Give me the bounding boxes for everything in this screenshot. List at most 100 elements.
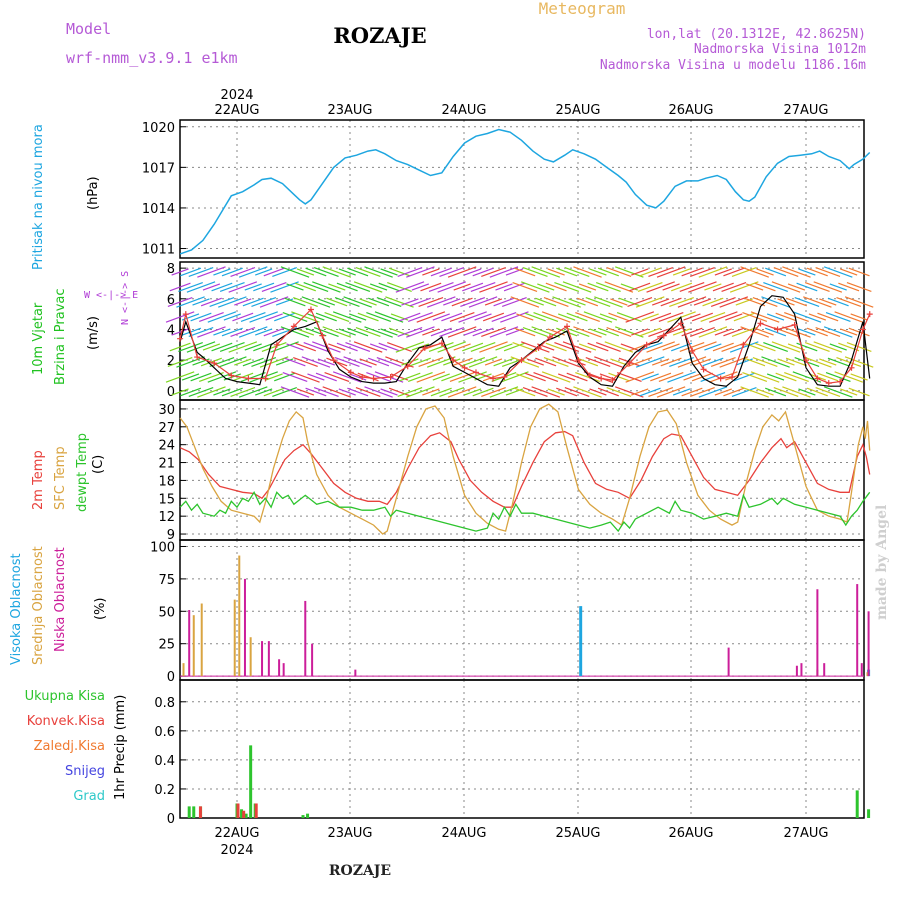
wind-arrow (547, 388, 565, 396)
wind-arrow (594, 356, 623, 368)
wind-arrow (397, 326, 423, 338)
wind-arrow (219, 341, 245, 353)
wind-arrow (731, 266, 757, 278)
wind-arrow (578, 283, 597, 291)
wind-arrow (437, 281, 467, 293)
wind-arrow (234, 298, 252, 306)
wind-arrow (221, 387, 243, 397)
wind-arrow (573, 326, 602, 338)
wind-arrow (729, 341, 759, 353)
wind-arrow (798, 268, 816, 276)
wind-arrow (721, 281, 747, 293)
wind-gust-marker (609, 377, 616, 384)
wind-arrow (531, 266, 561, 278)
wind-gust-marker (643, 341, 650, 348)
y-tick-label: 75 (158, 573, 175, 588)
wind-arrow (765, 267, 787, 277)
wind-arrow (596, 281, 621, 293)
wind-arrow (303, 281, 329, 293)
cloud-bar-1 (579, 606, 583, 677)
wind-arrow (752, 356, 778, 368)
wind-arrow (484, 298, 503, 306)
wind-arrow (416, 371, 446, 383)
wind-arrow (792, 371, 822, 383)
wind-arrow (815, 386, 841, 398)
wind-arrow (192, 298, 210, 306)
wind-arrow (380, 388, 398, 396)
wind-arrow (453, 283, 471, 291)
wind-arrow (662, 283, 680, 291)
y-tick-label: 25 (158, 638, 175, 653)
wind-arrow (326, 297, 348, 307)
wind-arrow (629, 282, 651, 292)
meteogram-title: Meteogram (539, 0, 626, 18)
wind-arrow (646, 341, 675, 353)
wind-arrow (679, 281, 705, 293)
wind-arrow (462, 282, 484, 292)
wind-arrow (328, 283, 346, 291)
wind-arrow (648, 266, 674, 278)
wind-arrow (627, 356, 653, 368)
day-label-top: 22AUG (214, 103, 259, 118)
wind-arrow (353, 281, 383, 293)
wind-arrow (190, 312, 212, 322)
wind-arrow (589, 328, 607, 336)
wind-gust-marker (450, 357, 457, 364)
wind-arrow (422, 388, 440, 396)
wind-arrow (514, 387, 536, 397)
precip-bar-1 (306, 813, 310, 818)
wind-arrow (349, 313, 367, 321)
wind-arrow (794, 296, 820, 308)
model-elevation-label: Nadmorska Visina u modelu 1186.16m (600, 58, 866, 73)
wind-arrow (606, 386, 632, 398)
wind-arrow (397, 386, 423, 398)
y-tick-label: 0.6 (154, 725, 175, 740)
wind-speed-line (179, 295, 871, 387)
wind-gust-marker (825, 380, 832, 387)
wind-arrow (190, 372, 212, 382)
wind-arrow (648, 386, 674, 398)
wind-arrow (336, 282, 358, 292)
wind-arrow (359, 298, 377, 306)
wind-gust-marker (387, 374, 394, 380)
wind-arrow (660, 357, 682, 367)
wind-arrow (387, 281, 412, 293)
wind-arrow (489, 266, 519, 278)
wind-arrow (704, 343, 722, 351)
temp-line-3 (179, 490, 871, 533)
wind-arrow (345, 341, 371, 353)
wind-arrow (690, 266, 715, 278)
wind-arrow (332, 311, 362, 323)
wind-arrow (369, 283, 388, 291)
wind-arrow (641, 373, 659, 381)
wind-arrow (541, 371, 571, 383)
cloud-bar-3 (267, 641, 270, 677)
wind-arrow (785, 297, 808, 307)
day-label-top: 23AUG (327, 103, 372, 118)
wind-arrow (599, 313, 618, 321)
wind-arrow (545, 282, 567, 292)
sfc-ylabel: SFC Temp (53, 446, 68, 510)
wind-arrow (380, 268, 398, 276)
mid-cloud-ylabel: Srednja Oblacnost (31, 546, 46, 665)
frozen-precip-label: Zaledj.Kisa (34, 739, 105, 754)
wind-arrow (597, 267, 619, 277)
wind-arrow (197, 386, 226, 398)
wind-arrow (589, 268, 607, 276)
wind-arrow (213, 388, 231, 396)
wind-arrow (395, 281, 425, 293)
wind-arrow (426, 296, 456, 308)
wind-arrow (253, 282, 275, 292)
wind-arrow (583, 311, 613, 323)
cloud-bar-3 (727, 647, 730, 677)
wind-arrow (165, 371, 195, 383)
wind-arrow (782, 386, 811, 398)
wind-arrow (171, 328, 189, 336)
wind-arrow (543, 356, 569, 368)
wind-arrow (587, 342, 609, 352)
wind-arrow (787, 283, 806, 291)
wind-arrow (238, 386, 268, 398)
wind-arrow (263, 387, 285, 397)
panels: 1011101410171020024689121518212427300255… (142, 103, 874, 841)
wind-arrow (180, 387, 202, 397)
